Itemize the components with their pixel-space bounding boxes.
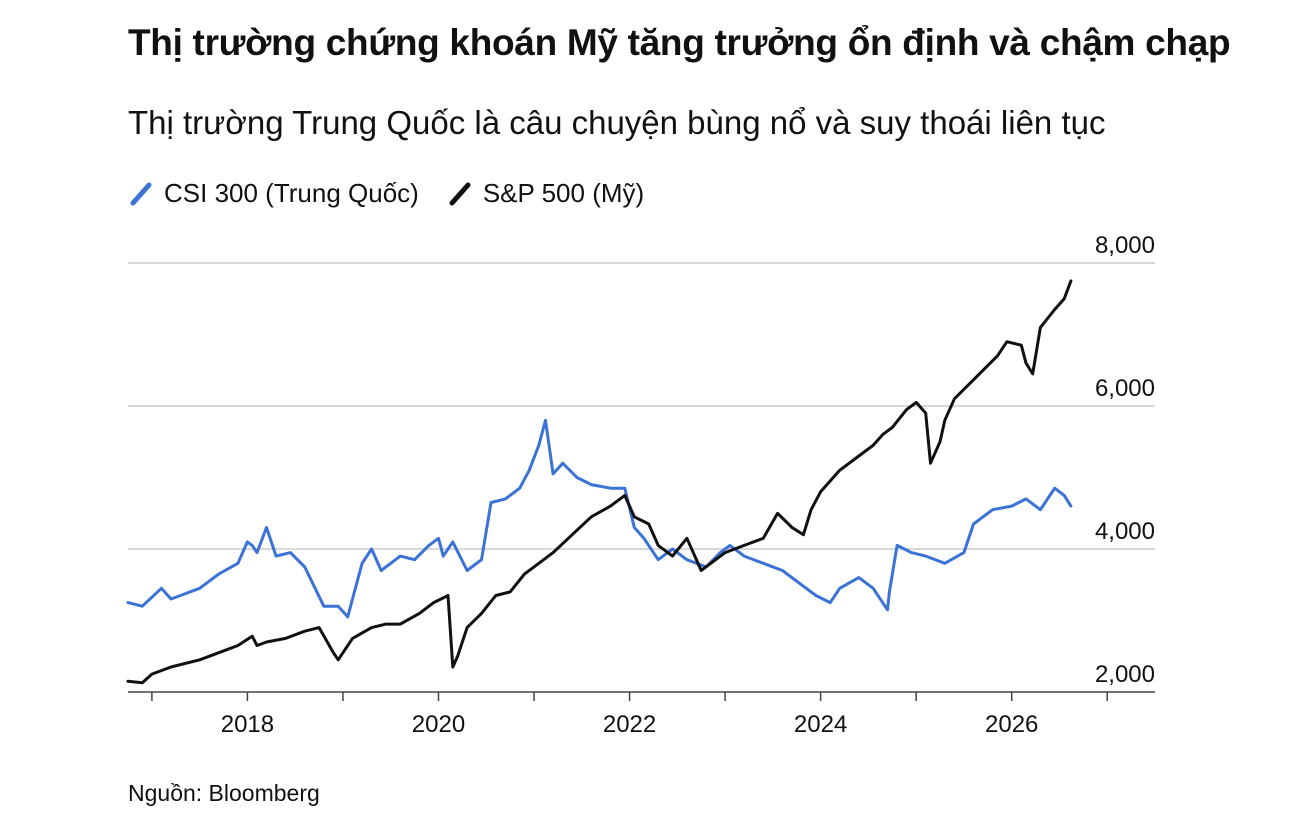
x-tick-label-2024: 2024 <box>794 711 847 738</box>
legend-swatch-sp500 <box>449 182 471 205</box>
source-note: Nguồn: Bloomberg <box>128 780 320 806</box>
y-tick-label-8000: 8,000 <box>1095 232 1155 259</box>
x-tick-label-2022: 2022 <box>603 711 656 738</box>
legend-item-csi300: CSI 300 (Trung Quốc) <box>128 178 419 209</box>
x-tick-label-2018: 2018 <box>221 711 274 738</box>
series-line-sp500 <box>126 279 1073 685</box>
chart-subtitle: Thị trường Trung Quốc là câu chuyện bùng… <box>128 104 1106 141</box>
series-line-csi300 <box>126 418 1073 619</box>
x-tick-label-2026: 2026 <box>985 711 1038 738</box>
y-tick-label-2000: 2,000 <box>1095 661 1155 688</box>
legend-label-csi300: CSI 300 (Trung Quốc) <box>164 178 419 208</box>
chart-title: Thị trường chứng khoán Mỹ tăng trưởng ổn… <box>128 22 1231 63</box>
y-tick-label-6000: 6,000 <box>1095 375 1155 402</box>
y-tick-label-4000: 4,000 <box>1095 518 1155 545</box>
legend: CSI 300 (Trung Quốc) S&P 500 (Mỹ) <box>128 178 672 209</box>
x-tick-label-2020: 2020 <box>412 711 465 738</box>
legend-swatch-csi300 <box>130 182 152 205</box>
legend-label-sp500: S&P 500 (Mỹ) <box>482 178 645 208</box>
legend-item-sp500: S&P 500 (Mỹ) <box>447 178 644 209</box>
